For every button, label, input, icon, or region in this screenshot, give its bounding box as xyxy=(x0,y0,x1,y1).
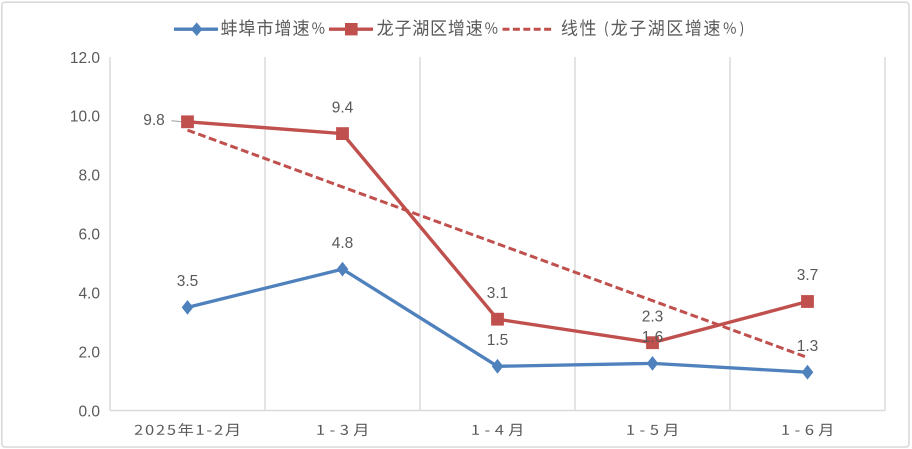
svg-text:3.7: 3.7 xyxy=(797,267,819,284)
svg-text:9.4: 9.4 xyxy=(332,99,354,116)
svg-text:2.0: 2.0 xyxy=(78,344,100,361)
svg-text:12.0: 12.0 xyxy=(70,50,101,67)
svg-text:4.8: 4.8 xyxy=(332,235,354,252)
svg-text:1.5: 1.5 xyxy=(487,332,509,349)
svg-text:3.5: 3.5 xyxy=(177,273,199,290)
svg-text:9.8: 9.8 xyxy=(143,112,165,129)
svg-text:4.0: 4.0 xyxy=(78,286,100,303)
svg-text:2.3: 2.3 xyxy=(642,308,664,325)
svg-text:3.1: 3.1 xyxy=(487,285,509,302)
svg-text:8.0: 8.0 xyxy=(78,168,100,185)
svg-text:10.0: 10.0 xyxy=(70,109,101,126)
svg-text:1.6: 1.6 xyxy=(642,329,664,346)
svg-text:1.3: 1.3 xyxy=(797,338,819,355)
svg-text:6.0: 6.0 xyxy=(78,227,100,244)
svg-text:0.0: 0.0 xyxy=(78,403,100,420)
